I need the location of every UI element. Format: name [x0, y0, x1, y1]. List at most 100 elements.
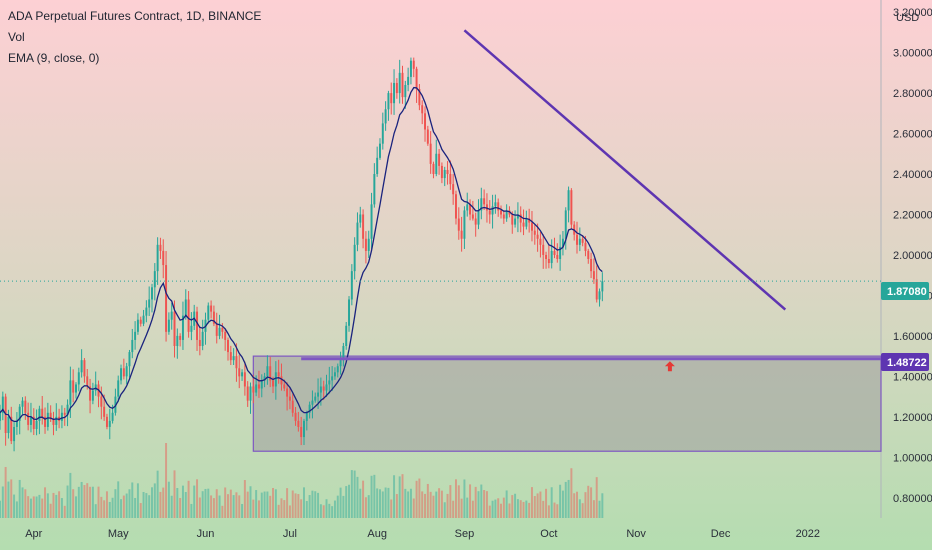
candle-body [398, 72, 401, 94]
candle-body [393, 82, 396, 104]
candle-body [167, 319, 170, 332]
candle-body [212, 311, 215, 324]
candle-body [280, 376, 283, 385]
candle-body [94, 384, 97, 391]
candle-body [345, 325, 348, 347]
candle-body [125, 366, 128, 377]
candle-body [491, 206, 494, 215]
candle-body [471, 214, 474, 219]
volume-bar [246, 491, 249, 518]
volume-bar [564, 481, 567, 518]
volume-bar [187, 480, 190, 518]
candle-body [80, 360, 83, 373]
volume-bar [269, 495, 272, 518]
ema-indicator-label[interactable]: EMA (9, close, 0) [8, 51, 99, 65]
candle-body [215, 323, 218, 336]
candle-body [252, 386, 255, 393]
volume-bar [153, 483, 156, 518]
volume-bar [136, 483, 139, 518]
volume-bar [460, 498, 463, 518]
volume-bar [367, 495, 370, 518]
candle-body [401, 72, 404, 98]
candle-body [359, 214, 362, 223]
candle-body [584, 242, 587, 251]
candle-body [46, 412, 49, 427]
x-tick-label: May [108, 528, 129, 540]
volume-bar [331, 506, 334, 518]
candle-body [291, 400, 294, 413]
candle-body [159, 244, 162, 251]
volume-bar [359, 488, 362, 518]
candle-body [297, 420, 300, 427]
y-tick-label: 0.80000 [893, 493, 932, 505]
volume-bar [212, 498, 215, 518]
volume-bar [314, 491, 317, 518]
volume-bar [232, 495, 235, 518]
candle-body [288, 396, 291, 401]
candle-body [460, 230, 463, 239]
volume-bar [151, 487, 153, 518]
volume-bar [63, 505, 66, 518]
candle-body [75, 384, 77, 393]
candle-body [550, 250, 553, 264]
candle-body [570, 190, 573, 225]
volume-bar [303, 487, 305, 518]
candle-body [319, 386, 322, 393]
vol-indicator-label[interactable]: Vol [8, 30, 25, 44]
candle-body [241, 372, 244, 377]
volume-bar [122, 495, 125, 518]
x-axis[interactable]: Apr May Jun Jul Aug Sep Oct Nov Dec 2022 [25, 528, 820, 540]
volume-bar [308, 495, 311, 518]
volume-bar [395, 494, 398, 518]
volume-bar [210, 495, 213, 518]
volume-bar [305, 501, 308, 518]
candle-body [10, 416, 13, 442]
candle-body [325, 384, 328, 391]
candle-body [595, 279, 598, 300]
candle-body [457, 218, 460, 231]
candle-body [415, 68, 418, 90]
volume-bar [581, 503, 584, 518]
candle-body [567, 190, 570, 211]
support-zone-layer [252, 355, 882, 452]
volume-bar [514, 493, 517, 518]
candle-body [454, 194, 457, 219]
volume-bar [204, 488, 207, 518]
candle-body [27, 412, 30, 425]
volume-bar [317, 492, 320, 518]
y-tick-label: 1.00000 [893, 452, 932, 464]
volume-bar [429, 491, 432, 518]
volume-bar [142, 491, 145, 518]
candle-body [519, 214, 522, 223]
volume-bar [235, 492, 238, 518]
volume-bar [286, 488, 289, 518]
candle-body [305, 412, 308, 421]
volume-bar [66, 485, 69, 518]
volume-bar [114, 489, 117, 518]
candle-body [477, 210, 480, 225]
volume-bar [15, 501, 18, 518]
candle-body [376, 157, 379, 175]
candle-body [395, 82, 398, 94]
candle-body [294, 412, 297, 421]
candle-body [238, 368, 241, 377]
volume-bar [578, 499, 581, 518]
candle-body [536, 234, 539, 239]
volume-bar [398, 476, 401, 518]
candle-body [424, 113, 427, 130]
candle-body [100, 396, 103, 407]
candle-body [255, 384, 258, 393]
volume-bar [0, 500, 1, 518]
volume-bar [27, 496, 30, 518]
candle-body [474, 218, 477, 225]
candle-body [117, 380, 120, 397]
volume-bar [438, 488, 441, 518]
y-axis[interactable]: 3.20000 3.00000 2.80000 2.60000 2.40000 2.200… [893, 7, 932, 505]
candle-body [480, 198, 483, 211]
candle-body [170, 311, 173, 320]
candle-body [162, 250, 165, 266]
volume-bar [469, 484, 472, 518]
volume-bar [103, 500, 106, 518]
